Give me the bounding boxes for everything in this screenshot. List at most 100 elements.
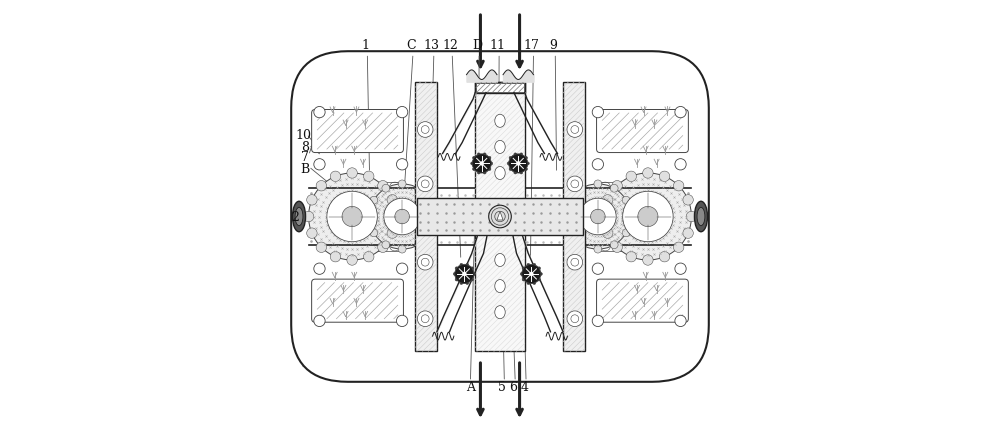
Circle shape [626, 252, 636, 262]
Circle shape [675, 263, 686, 275]
Circle shape [347, 168, 357, 179]
Bar [475, 82, 525, 93]
Circle shape [627, 213, 634, 221]
Circle shape [396, 316, 408, 327]
Circle shape [592, 159, 604, 171]
Bar [475, 82, 525, 352]
Circle shape [566, 197, 574, 204]
FancyBboxPatch shape [312, 279, 403, 322]
Circle shape [426, 229, 434, 237]
Circle shape [347, 255, 357, 266]
Circle shape [342, 207, 362, 227]
Circle shape [612, 243, 622, 253]
Circle shape [527, 264, 530, 266]
Circle shape [602, 228, 613, 239]
Circle shape [330, 252, 341, 262]
Circle shape [514, 154, 517, 156]
Circle shape [455, 267, 458, 270]
Circle shape [507, 163, 510, 165]
Circle shape [316, 181, 327, 191]
Ellipse shape [495, 254, 505, 267]
Circle shape [622, 197, 630, 204]
Circle shape [327, 192, 377, 242]
Circle shape [591, 210, 605, 224]
Circle shape [330, 172, 341, 182]
Circle shape [566, 229, 574, 237]
Circle shape [398, 246, 406, 253]
Circle shape [594, 246, 602, 253]
Circle shape [314, 107, 325, 118]
Circle shape [683, 195, 693, 206]
Text: 13: 13 [424, 39, 440, 52]
Circle shape [314, 316, 325, 327]
Text: 4: 4 [521, 380, 529, 393]
Circle shape [466, 282, 469, 285]
Circle shape [578, 241, 585, 249]
Circle shape [417, 311, 433, 327]
Ellipse shape [495, 280, 505, 293]
Circle shape [472, 273, 475, 276]
Circle shape [417, 122, 433, 138]
Circle shape [307, 228, 317, 239]
Polygon shape [497, 212, 503, 220]
Text: C: C [406, 39, 416, 52]
Circle shape [316, 243, 327, 253]
Circle shape [675, 159, 686, 171]
Text: 11: 11 [489, 39, 505, 52]
Ellipse shape [495, 306, 505, 319]
Circle shape [396, 159, 408, 171]
FancyBboxPatch shape [291, 52, 709, 382]
Circle shape [509, 168, 512, 171]
Ellipse shape [295, 208, 303, 226]
Circle shape [473, 157, 475, 160]
Circle shape [396, 263, 408, 275]
Circle shape [314, 263, 325, 275]
Circle shape [378, 243, 388, 253]
Circle shape [398, 181, 406, 188]
Circle shape [592, 263, 604, 275]
Circle shape [686, 212, 697, 222]
Text: B: B [300, 163, 310, 176]
Circle shape [415, 241, 422, 249]
Text: A: A [466, 380, 475, 393]
Circle shape [610, 185, 618, 193]
Circle shape [417, 255, 433, 270]
Circle shape [683, 228, 693, 239]
Circle shape [526, 163, 529, 165]
Circle shape [384, 199, 420, 235]
Circle shape [370, 197, 378, 204]
Circle shape [527, 282, 530, 285]
Circle shape [567, 122, 583, 138]
Circle shape [533, 264, 536, 266]
Circle shape [370, 184, 435, 250]
Circle shape [514, 172, 517, 174]
Ellipse shape [495, 167, 505, 180]
Circle shape [612, 181, 622, 191]
Circle shape [460, 264, 463, 266]
Circle shape [483, 172, 486, 174]
Circle shape [538, 279, 540, 281]
Text: 5: 5 [498, 380, 506, 393]
Circle shape [466, 264, 469, 266]
Text: 12: 12 [442, 39, 458, 52]
Circle shape [395, 210, 409, 224]
Circle shape [417, 177, 433, 192]
Circle shape [533, 282, 536, 285]
Circle shape [415, 185, 422, 193]
Ellipse shape [495, 141, 505, 154]
Circle shape [370, 229, 378, 237]
Circle shape [488, 168, 491, 171]
Circle shape [525, 157, 527, 160]
Bar [476, 83, 524, 92]
Circle shape [455, 265, 474, 284]
Text: 7: 7 [301, 151, 309, 164]
Circle shape [626, 172, 636, 182]
Circle shape [480, 162, 484, 166]
Circle shape [567, 311, 583, 327]
Circle shape [489, 206, 511, 228]
Circle shape [520, 273, 523, 276]
Circle shape [477, 154, 480, 156]
Circle shape [673, 243, 684, 253]
FancyBboxPatch shape [597, 279, 688, 322]
Circle shape [453, 273, 456, 276]
